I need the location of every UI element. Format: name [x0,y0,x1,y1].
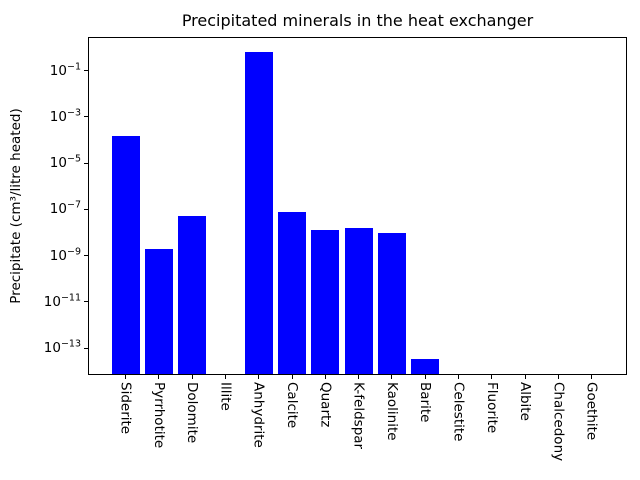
x-tick [291,375,293,379]
x-tick-label-siderite: Siderite [117,382,134,435]
x-tick [358,375,360,379]
y-tick [84,208,88,210]
y-tick-label: 10−7 [49,199,81,218]
y-tick-label: 10−1 [49,61,81,79]
y-tick [84,301,88,303]
bar-barite [411,358,440,374]
x-tick-label-calcite: Calcite [284,382,300,429]
x-tick [391,375,393,379]
plot-area: 10−1 10−3 10−5 10−7 10−9 10−11 10−13 Siderite Py… [44,37,627,461]
bar-k-feldspar [344,228,373,374]
y-tick-label: 10−3 [49,107,81,125]
x-tick-label-goethite: Goethite [583,382,600,441]
y-tick [84,116,88,118]
chart-title: Precipitated minerals in the heat exchan… [181,11,534,30]
y-tick-label: 10−9 [49,246,81,264]
x-tick-label-illite: Illite [217,382,234,411]
bar-pyrrhotite [144,248,173,374]
x-tick-label-fluorite: Fluorite [483,382,500,434]
x-tick [491,375,493,379]
x-tick-label-quartz: Quartz [317,382,334,428]
x-tick [557,375,559,379]
x-tick [524,375,526,379]
bar-anhydrite [244,51,273,374]
x-tick-label-chalcedony: Chalcedony [550,382,567,462]
x-tick [258,375,260,379]
x-tick [591,375,593,379]
x-tick [424,375,426,379]
x-tick-label-pyrrhotite: Pyrrhotite [150,382,167,449]
x-tick [458,375,459,379]
bar-calcite [278,212,306,374]
x-tick-label-kaolinite: Kaolinite [383,382,400,441]
y-tick [84,70,88,72]
x-tick [224,375,226,379]
x-tick [191,375,193,379]
y-tick [84,255,88,257]
x-tick-label-anhydrite: Anhydrite [250,382,267,448]
y-tick-label: 10−11 [43,292,81,310]
y-tick-label: 10−5 [49,153,81,172]
y-axis-label: Precipitate (cm³/litre heated) [8,108,24,304]
x-tick-label-dolomite: Dolomite [184,382,201,444]
bar-siderite [111,136,140,374]
y-tick [84,347,88,349]
x-tick [324,375,326,379]
x-tick-label-barite: Barite [417,382,434,423]
x-tick-label-albite: Albite [517,382,534,421]
y-tick [84,162,88,164]
y-tick-label: 10−13 [43,338,81,357]
bar-kaolinite [377,233,406,374]
bar-dolomite [178,216,207,374]
x-tick [158,375,160,379]
x-tick [125,375,126,379]
bar-quartz [311,229,340,374]
x-tick-label-celestite: Celestite [450,382,467,442]
x-tick-label-k-feldspar: K-feldspar [350,382,367,450]
